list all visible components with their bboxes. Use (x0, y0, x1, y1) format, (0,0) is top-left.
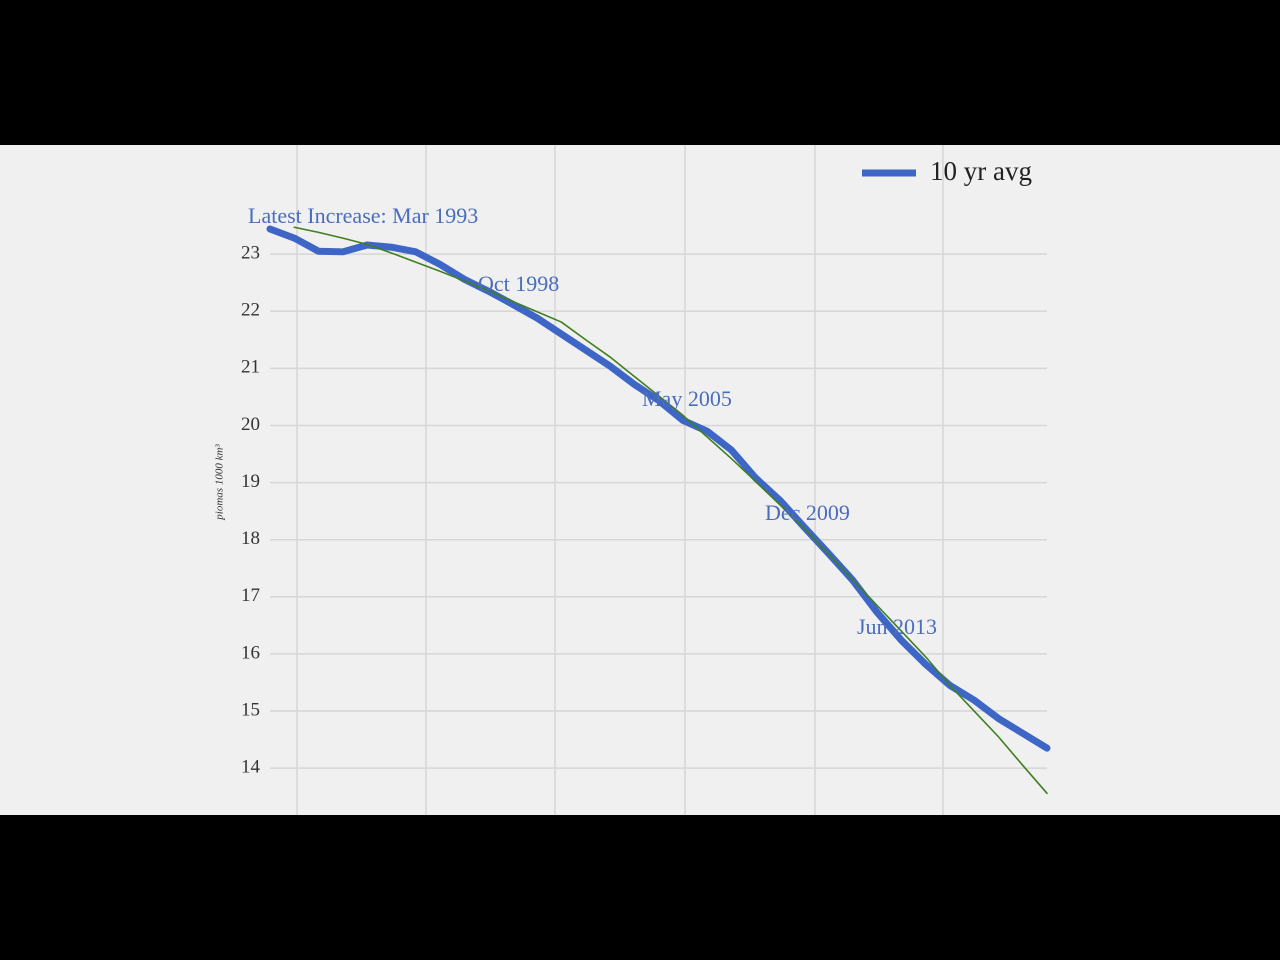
y-axis-label: piomas 1000 km³ (214, 444, 226, 521)
annotation: May 2005 (642, 386, 732, 411)
trend-line (293, 226, 1048, 795)
series-line (266, 225, 1051, 752)
y-tick-label: 18 (241, 528, 260, 549)
y-tick-label: 17 (241, 585, 260, 606)
y-tick-label: 20 (241, 414, 260, 435)
legend-label: 10 yr avg (930, 156, 1032, 186)
y-tick-label: 16 (241, 642, 260, 663)
chart-background (0, 145, 1280, 815)
y-tick-label: 23 (241, 242, 260, 263)
y-tick-label: 22 (241, 300, 260, 321)
y-tick-label: 15 (241, 699, 260, 720)
annotation: Latest Increase: Mar 1993 (248, 203, 478, 228)
annotation: Oct 1998 (478, 271, 559, 296)
annotation: Jun 2013 (857, 614, 937, 639)
annotation: Dec 2009 (765, 500, 850, 525)
y-tick-label: 14 (241, 757, 261, 778)
y-tick-label: 19 (241, 471, 260, 492)
y-tick-label: 21 (241, 357, 260, 378)
